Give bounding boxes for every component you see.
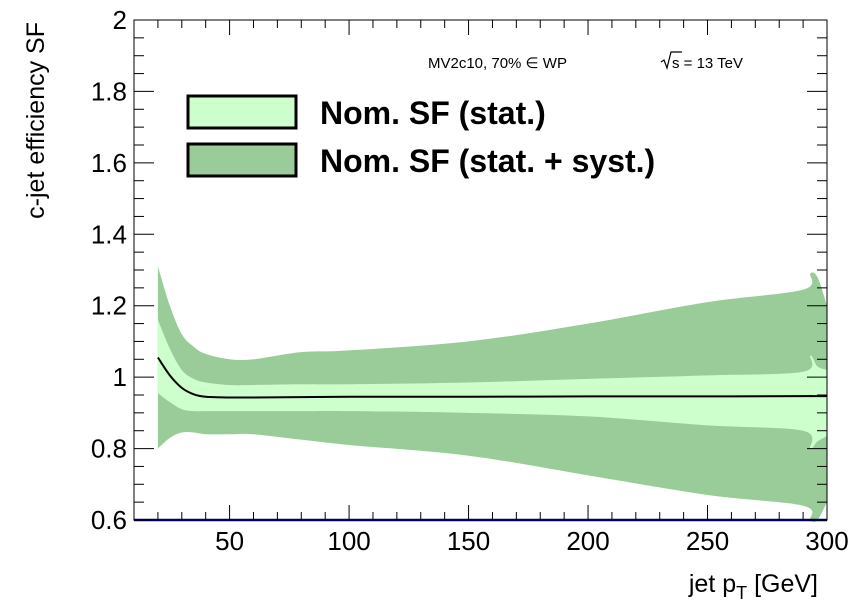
- y-tick-label: 0.8: [91, 434, 127, 464]
- legend-swatch-stat: [186, 94, 298, 130]
- y-tick-label: 1.2: [91, 291, 127, 321]
- axis-ticks: [134, 19, 828, 521]
- x-tick-label: 250: [686, 526, 729, 556]
- y-axis-title: c-jet efficiency SF: [22, 22, 50, 219]
- y-tick-labels: 0.6 0.8 1 1.2 1.4 1.6 1.8 2: [91, 5, 127, 535]
- svg-text:s = 13 TeV: s = 13 TeV: [672, 55, 743, 72]
- y-tick-label: 1.8: [91, 76, 127, 106]
- working-point-label: MV2c10, 70% ∈ WP: [428, 55, 567, 72]
- nominal-sf-line: [157, 356, 827, 399]
- stat-band: [157, 320, 827, 449]
- x-tick-labels: 50 100 150 200 250 300: [215, 526, 849, 556]
- y-tick-label: 1: [113, 362, 127, 392]
- x-tick-label: 150: [447, 526, 490, 556]
- legend-label-syst: Nom. SF (stat. + syst.): [320, 143, 655, 179]
- energy-label: s = 13 TeV: [660, 51, 743, 72]
- y-tick-label: 1.4: [91, 219, 127, 249]
- y-tick-label: 0.6: [91, 505, 127, 535]
- legend-swatch-syst: [186, 142, 298, 178]
- x-tick-label: 200: [566, 526, 609, 556]
- uncertainty-bands: [157, 266, 827, 523]
- legend: Nom. SF (stat.) Nom. SF (stat. + syst.): [186, 94, 655, 179]
- y-tick-label: 1.6: [91, 148, 127, 178]
- x-tick-label: 50: [215, 526, 244, 556]
- x-tick-label: 100: [327, 526, 370, 556]
- x-tick-label: 300: [805, 526, 848, 556]
- y-tick-label: 2: [113, 5, 127, 35]
- sqrt-symbol: [660, 51, 682, 71]
- x-axis-title: jet pT [GeV]: [688, 570, 818, 603]
- legend-label-stat: Nom. SF (stat.): [320, 95, 546, 131]
